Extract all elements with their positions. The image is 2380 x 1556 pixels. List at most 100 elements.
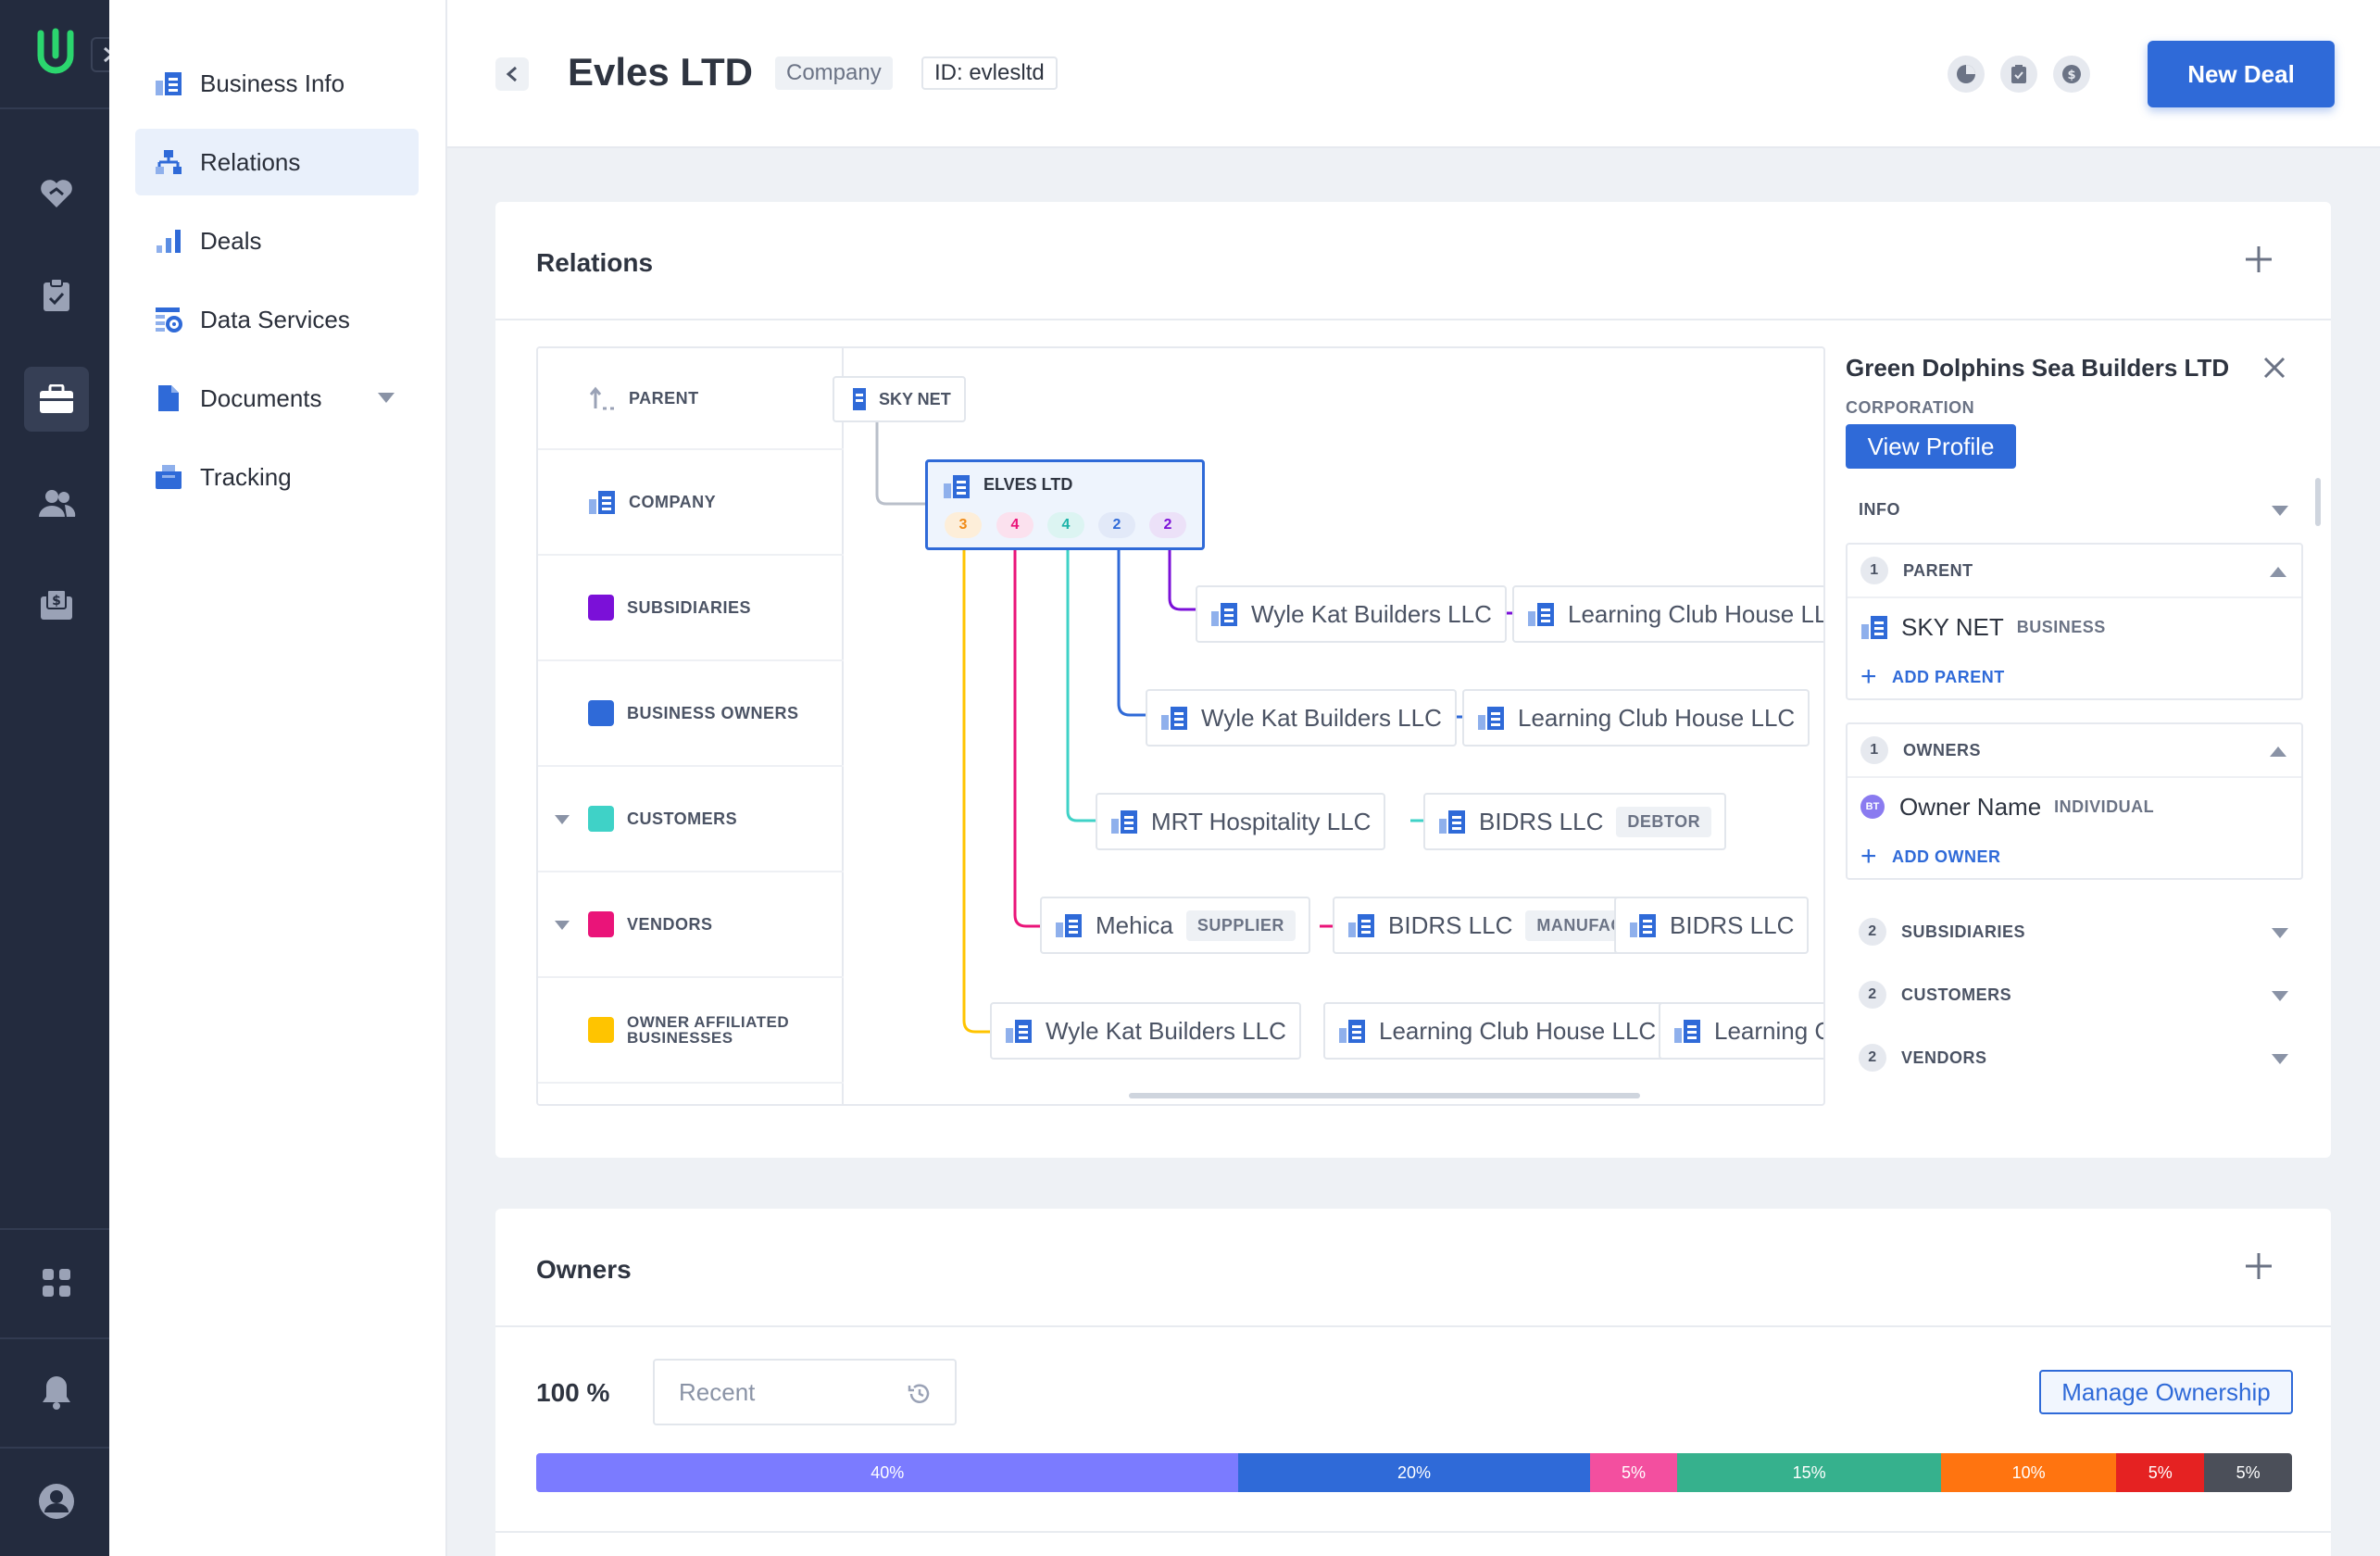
color-swatch: [588, 700, 614, 726]
vertical-scrollbar[interactable]: [2315, 478, 2321, 526]
relation-node-customer[interactable]: MRT Hospitality LLC: [1096, 793, 1386, 850]
briefcase-icon[interactable]: [24, 367, 89, 432]
clipboard-check-icon[interactable]: [24, 263, 89, 328]
page-title: Evles LTD: [568, 50, 753, 94]
app-logo-icon[interactable]: [35, 28, 76, 76]
parent-item[interactable]: SKY NET BUSINESS: [1848, 596, 2301, 656]
owners-header[interactable]: 1 OWNERS: [1848, 724, 2301, 776]
section-label: VENDORS: [1901, 1048, 1987, 1067]
info-header[interactable]: INFO: [1846, 483, 2303, 535]
ownership-segment[interactable]: 10%: [1940, 1453, 2117, 1492]
detail-company-name: Green Dolphins Sea Builders LTD: [1846, 354, 2230, 382]
close-icon[interactable]: [2259, 352, 2290, 383]
building-icon: [1348, 914, 1374, 937]
chevron-down-icon[interactable]: [2272, 506, 2288, 516]
horizontal-scrollbar[interactable]: [1129, 1093, 1640, 1098]
node-label: Wyle Kat Builders LLC: [1046, 1016, 1286, 1045]
chevron-down-icon[interactable]: [378, 393, 395, 403]
chevron-down-icon[interactable]: [2272, 1054, 2288, 1064]
nav-item-data-services[interactable]: Data Services: [135, 286, 419, 353]
apps-grid-icon[interactable]: [24, 1250, 89, 1315]
user-avatar-icon[interactable]: [24, 1469, 89, 1534]
ownership-segment[interactable]: 20%: [1238, 1453, 1590, 1492]
ownership-segment[interactable]: 5%: [2204, 1453, 2292, 1492]
owners-section: 1 OWNERS BT Owner Name INDIVIDUAL + ADD …: [1846, 722, 2303, 880]
count-badge: 2: [1859, 1044, 1886, 1072]
back-button[interactable]: [495, 57, 529, 91]
page-header: Evles LTD Company ID: evlesltd $ New Dea…: [447, 0, 2380, 148]
row-label-vendors[interactable]: VENDORS: [538, 872, 844, 978]
relation-node-vendor[interactable]: BIDRS LLC: [1614, 897, 1810, 954]
relation-node-vendor[interactable]: Mehica SUPPLIER: [1040, 897, 1310, 954]
chevron-down-icon[interactable]: [555, 921, 570, 930]
nav-item-business-info[interactable]: Business Info: [135, 50, 419, 117]
vendors-section[interactable]: 2 VENDORS: [1846, 1032, 2303, 1084]
heart-handshake-icon[interactable]: [24, 161, 89, 226]
view-profile-button[interactable]: View Profile: [1846, 424, 2016, 469]
ownership-segment[interactable]: 5%: [1589, 1453, 1678, 1492]
add-owner-plus-icon[interactable]: [2242, 1249, 2275, 1283]
ownership-total: 100 %: [536, 1378, 610, 1407]
recent-filter-input[interactable]: Recent: [653, 1359, 957, 1425]
svg-text:$: $: [52, 594, 61, 609]
chevron-down-icon[interactable]: [2272, 928, 2288, 938]
parent-header[interactable]: 1 PARENT: [1848, 545, 2301, 596]
relation-node-customer[interactable]: BIDRS LLC DEBTOR: [1423, 793, 1727, 850]
manage-ownership-button[interactable]: Manage Ownership: [2039, 1370, 2293, 1414]
building-icon: [944, 475, 970, 498]
plus-icon: +: [1860, 841, 1878, 872]
info-section[interactable]: INFO: [1846, 483, 2303, 535]
relation-node-parent[interactable]: SKY NET: [833, 376, 966, 422]
row-label-text: PARENT: [629, 388, 699, 408]
history-icon[interactable]: [907, 1381, 933, 1407]
nav-item-relations[interactable]: Relations: [135, 129, 419, 195]
relation-node-affiliated[interactable]: Learning Club House LLC: [1659, 1002, 1823, 1060]
chevron-up-icon[interactable]: [2270, 567, 2286, 577]
bell-icon[interactable]: [24, 1360, 89, 1424]
relation-node-affiliated[interactable]: Wyle Kat Builders LLC: [990, 1002, 1301, 1060]
chevron-up-icon[interactable]: [2270, 747, 2286, 757]
entity-id-chip: ID: evlesltd: [921, 56, 1058, 90]
parent-type: BUSINESS: [2016, 617, 2106, 636]
ownership-segment[interactable]: 5%: [2116, 1453, 2205, 1492]
nav-item-label: Relations: [200, 147, 301, 176]
customers-header[interactable]: 2 CUSTOMERS: [1846, 969, 2303, 1021]
chevron-down-icon[interactable]: [555, 815, 570, 824]
nav-item-deals[interactable]: Deals: [135, 207, 419, 274]
add-relation-plus-icon[interactable]: [2242, 243, 2275, 276]
building-icon: [1006, 1020, 1032, 1043]
chevron-down-icon[interactable]: [2272, 991, 2288, 1001]
row-label-customers[interactable]: CUSTOMERS: [538, 767, 844, 872]
customers-section[interactable]: 2 CUSTOMERS: [1846, 969, 2303, 1021]
row-label-company: COMPANY: [538, 450, 844, 556]
users-icon[interactable]: [24, 471, 89, 535]
pie-chart-icon[interactable]: [1948, 56, 1985, 93]
owner-item[interactable]: BT Owner Name INDIVIDUAL: [1848, 776, 2301, 835]
nav-item-documents[interactable]: Documents: [135, 365, 419, 432]
clipboard-icon[interactable]: [2000, 56, 2037, 93]
node-label: BIDRS LLC: [1670, 910, 1795, 939]
add-parent-button[interactable]: + ADD PARENT: [1848, 656, 2301, 698]
relation-node-affiliated[interactable]: Learning Club House LLC: [1323, 1002, 1672, 1060]
vendors-header[interactable]: 2 VENDORS: [1846, 1032, 2303, 1084]
node-label: Learning Club House LLC: [1518, 703, 1796, 732]
relation-node-business-owner[interactable]: Wyle Kat Builders LLC: [1146, 689, 1457, 747]
add-owner-button[interactable]: + ADD OWNER: [1848, 835, 2301, 878]
nav-item-label: Documents: [200, 383, 322, 412]
focus-company-node[interactable]: ELVES LTD 3 4 4 2 2: [925, 459, 1205, 550]
ownership-segment[interactable]: 15%: [1677, 1453, 1941, 1492]
nav-item-tracking[interactable]: Tracking: [135, 444, 419, 510]
building-icon: [1439, 810, 1465, 834]
relation-node-business-owner[interactable]: Learning Club House LLC: [1462, 689, 1810, 747]
node-label: SKY NET: [879, 389, 951, 408]
subsidiaries-section[interactable]: 2 SUBSIDIARIES: [1846, 906, 2303, 958]
ownership-segment[interactable]: 40%: [536, 1453, 1239, 1492]
count-badge: 1: [1860, 557, 1888, 584]
new-deal-button[interactable]: New Deal: [2148, 41, 2335, 107]
subsidiaries-header[interactable]: 2 SUBSIDIARIES: [1846, 906, 2303, 958]
money-inbox-icon[interactable]: $: [24, 572, 89, 637]
settings-table-icon: [154, 305, 183, 334]
relation-node-subsidiary[interactable]: Learning Club House LLC: [1512, 585, 1823, 643]
relation-node-subsidiary[interactable]: Wyle Kat Builders LLC: [1196, 585, 1507, 643]
dollar-chat-icon[interactable]: $: [2053, 56, 2090, 93]
